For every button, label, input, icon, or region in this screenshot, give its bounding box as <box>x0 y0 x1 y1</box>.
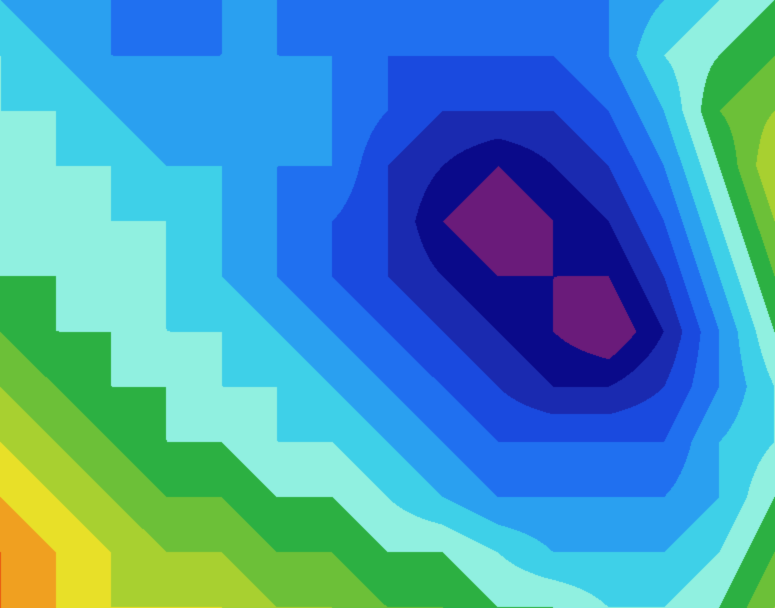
contour-heatmap <box>0 0 775 608</box>
